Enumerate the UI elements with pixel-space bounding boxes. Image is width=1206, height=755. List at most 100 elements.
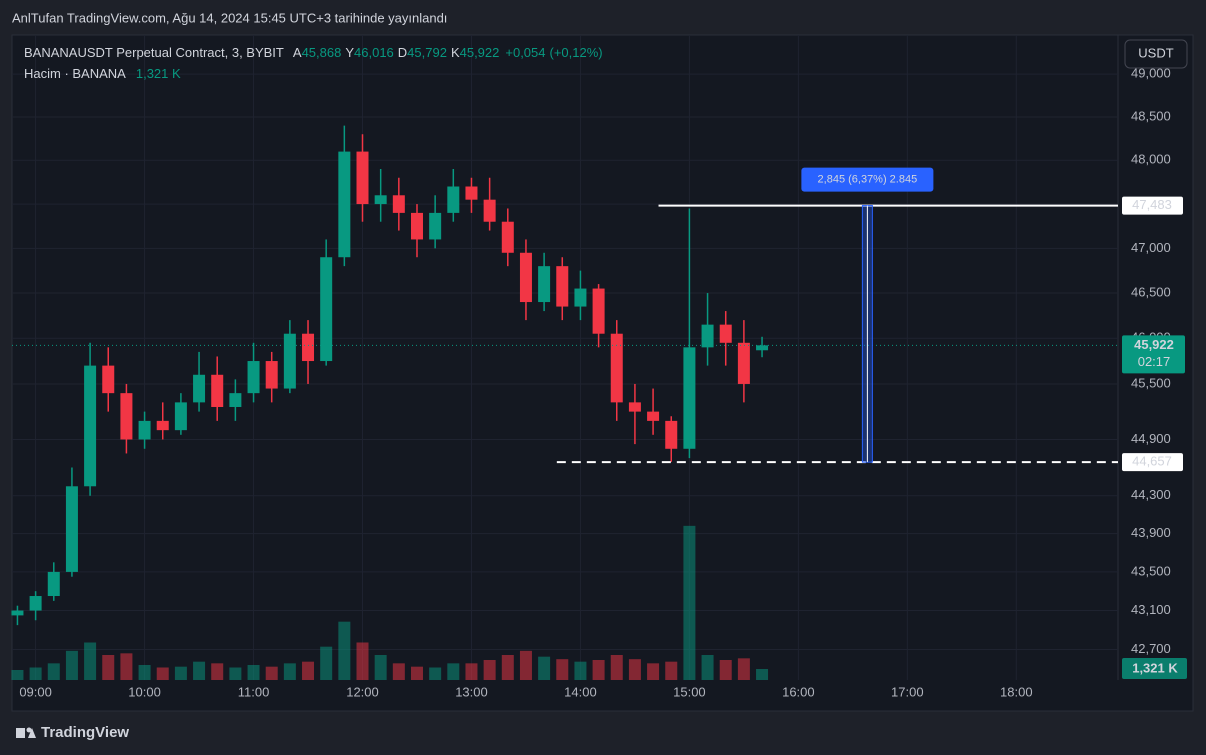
ohlc-prefix: K	[451, 45, 460, 60]
candle-body	[556, 266, 569, 307]
volume-value: 1,321 K	[136, 66, 181, 81]
change-pct: (+0,12%)	[550, 45, 603, 60]
volume-title: Hacim · BANANA	[24, 66, 126, 81]
volume-bar	[265, 666, 278, 680]
volume-bar	[174, 666, 187, 680]
volume-bar	[465, 663, 478, 680]
candle-body	[247, 361, 260, 394]
volume-bar	[429, 667, 442, 680]
candle-body	[647, 411, 660, 421]
level-tag	[1122, 453, 1183, 472]
level-label: 47,483	[1132, 197, 1172, 212]
candle-body	[193, 374, 206, 403]
brand: TradingView	[41, 724, 129, 741]
volume-bar	[737, 658, 750, 680]
currency-label[interactable]: USDT	[1138, 45, 1173, 60]
volume-bar	[392, 663, 405, 680]
y-tick-label: 48,000	[1131, 152, 1171, 167]
price-tag	[1122, 335, 1185, 374]
candle-body	[229, 393, 242, 407]
x-tick-label: 09:00	[19, 684, 52, 699]
candle-body	[501, 221, 514, 253]
x-tick-label: 17:00	[891, 684, 924, 699]
candle-body	[138, 420, 151, 440]
candle-body	[538, 266, 551, 303]
candle-body	[628, 402, 641, 412]
volume-bar	[102, 655, 115, 680]
volume-bar	[211, 663, 224, 680]
candle-body	[374, 195, 387, 205]
volume-bar	[283, 663, 296, 680]
candle-body	[102, 365, 115, 394]
candle-body	[429, 212, 442, 240]
candle-body	[283, 333, 296, 389]
volume-bar	[302, 661, 315, 680]
countdown: 02:17	[1138, 354, 1171, 369]
ohlc-value: 45,922	[460, 45, 500, 60]
y-tick-label: 42,700	[1131, 641, 1171, 656]
volume-tag-label: 1,321 K	[1132, 660, 1178, 675]
x-tick-label: 11:00	[238, 684, 270, 699]
candle-body	[320, 257, 333, 362]
candle-body	[756, 345, 769, 351]
level-tag	[1122, 196, 1183, 215]
volume-bar	[447, 663, 460, 680]
candle-body	[447, 186, 460, 213]
ohlc-value: 46,016	[354, 45, 394, 60]
volume-bar	[756, 668, 769, 680]
price-tag-label: 45,922	[1134, 337, 1174, 352]
candle-body	[65, 486, 78, 572]
change: +0,054	[505, 45, 545, 60]
volume-bar	[483, 660, 496, 680]
candle-body	[592, 288, 605, 334]
volume-bar	[338, 621, 351, 680]
volume-bar	[156, 667, 169, 680]
legend: BANANAUSDT Perpetual Contract, 3, BYBIT A…	[24, 45, 603, 60]
volume-bar	[247, 665, 260, 680]
volume-bar	[665, 661, 678, 680]
symbol: BANANAUSDT Perpetual Contract, 3, BYBIT	[24, 45, 284, 60]
x-tick-label: 12:00	[346, 684, 379, 699]
candle-body	[574, 288, 587, 307]
volume-bar	[138, 665, 151, 680]
x-tick-label: 15:00	[673, 684, 706, 699]
volume-bar	[193, 661, 206, 680]
x-tick-label: 10:00	[128, 684, 161, 699]
y-tick-label: 43,100	[1131, 602, 1171, 617]
volume-bar	[410, 666, 423, 680]
volume-bar	[592, 660, 605, 680]
candle-body	[356, 151, 369, 205]
y-tick-label: 43,500	[1131, 563, 1171, 578]
volume-bar	[647, 663, 660, 680]
volume-bar	[84, 642, 97, 680]
candle-body	[410, 212, 423, 240]
candle-body	[11, 610, 24, 616]
y-tick-label: 45,500	[1131, 375, 1171, 390]
candle-body	[701, 324, 714, 348]
volume-bar	[574, 661, 587, 680]
candle-body	[719, 324, 732, 343]
candle-body	[483, 199, 496, 222]
volume-bar	[11, 670, 24, 680]
y-tick-label: 43,900	[1131, 525, 1171, 540]
candle-body	[737, 342, 750, 384]
candle-body	[156, 420, 169, 431]
measure-label-box	[801, 167, 934, 192]
volume-bar	[229, 667, 242, 680]
volume-bar	[47, 663, 60, 680]
currency-button[interactable]	[1124, 39, 1188, 69]
candle-body	[392, 195, 405, 213]
candle-body	[47, 571, 60, 597]
ohlc-value: 45,792	[407, 45, 447, 60]
candle-body	[302, 333, 315, 362]
volume-tag	[1122, 657, 1187, 679]
volume-bar	[556, 659, 569, 680]
volume-bar	[683, 525, 696, 680]
ohlc-prefix: Y	[345, 45, 354, 60]
y-tick-label: 49,000	[1131, 66, 1171, 81]
candle-body	[29, 596, 42, 611]
volume-bar	[374, 655, 387, 680]
y-tick-label: 47,000	[1131, 240, 1171, 255]
candle-body	[519, 252, 532, 303]
level-label: 44,657	[1132, 454, 1172, 469]
